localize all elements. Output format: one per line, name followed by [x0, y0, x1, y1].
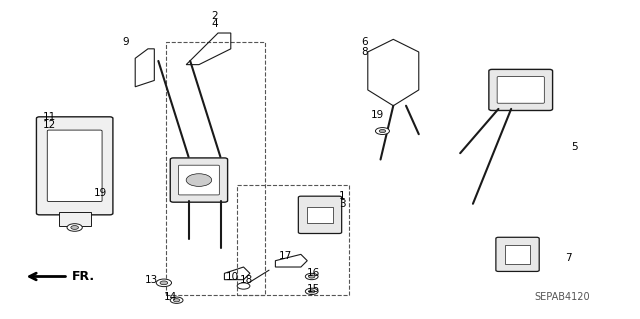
Text: 12: 12 [42, 120, 56, 130]
Text: 1: 1 [339, 191, 346, 201]
FancyBboxPatch shape [179, 165, 220, 195]
FancyBboxPatch shape [298, 196, 342, 234]
Circle shape [160, 281, 168, 285]
Text: 18: 18 [240, 275, 253, 285]
Text: 15: 15 [307, 284, 320, 294]
Text: 16: 16 [307, 268, 320, 278]
Text: 5: 5 [572, 142, 578, 152]
Text: 8: 8 [362, 47, 368, 57]
Circle shape [308, 275, 315, 278]
FancyBboxPatch shape [170, 158, 228, 202]
FancyBboxPatch shape [36, 117, 113, 215]
Text: 6: 6 [362, 38, 368, 48]
Text: 4: 4 [212, 19, 218, 28]
Text: 9: 9 [122, 38, 129, 48]
Circle shape [380, 130, 386, 133]
Circle shape [305, 288, 318, 294]
Text: 7: 7 [565, 253, 572, 263]
Circle shape [308, 290, 315, 293]
Text: 3: 3 [339, 199, 346, 209]
Text: FR.: FR. [72, 270, 95, 283]
Text: 19: 19 [371, 110, 384, 120]
Circle shape [173, 299, 180, 302]
Text: 17: 17 [278, 251, 292, 261]
FancyBboxPatch shape [496, 237, 540, 271]
FancyBboxPatch shape [505, 245, 531, 264]
Circle shape [67, 224, 83, 231]
Text: 2: 2 [212, 11, 218, 21]
Text: 13: 13 [145, 275, 158, 285]
Circle shape [186, 174, 212, 186]
Circle shape [71, 226, 79, 229]
FancyBboxPatch shape [497, 77, 544, 103]
FancyBboxPatch shape [489, 69, 552, 110]
Circle shape [156, 279, 172, 286]
Text: 14: 14 [164, 292, 177, 302]
FancyBboxPatch shape [307, 207, 333, 223]
Text: SEPAB4120: SEPAB4120 [534, 292, 590, 302]
Circle shape [376, 128, 390, 135]
Text: 11: 11 [42, 112, 56, 122]
Circle shape [305, 273, 318, 280]
Circle shape [237, 283, 250, 289]
Circle shape [170, 297, 183, 303]
Text: 10: 10 [226, 271, 239, 281]
FancyBboxPatch shape [47, 130, 102, 202]
Text: 19: 19 [93, 188, 107, 198]
FancyBboxPatch shape [59, 212, 91, 226]
